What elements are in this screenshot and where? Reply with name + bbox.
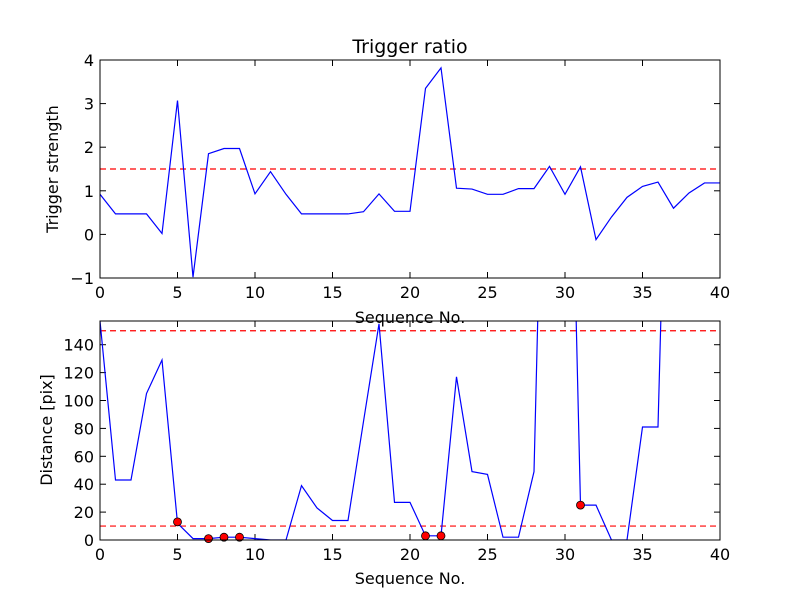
y-tick-label: 40: [74, 475, 94, 494]
y-axis-label: Distance [pix]: [37, 374, 56, 486]
x-tick-label: 10: [245, 283, 265, 302]
x-axis-label: Sequence No.: [355, 569, 466, 588]
plot-frame: [99, 59, 721, 279]
y-tick-label: 0: [84, 531, 94, 550]
trigger-markers: [173, 500, 585, 544]
threshold-lines: [100, 330, 720, 527]
x-tick-label: 15: [322, 283, 342, 302]
series-line: [100, 66, 720, 278]
y-tick-label: 20: [74, 503, 94, 522]
x-tick-label: 35: [632, 283, 652, 302]
chart-title: Trigger ratio: [351, 36, 467, 58]
y-tick-label: 0: [84, 225, 94, 244]
y-axis-label: Trigger strength: [43, 105, 62, 234]
x-tick-label: 5: [172, 283, 182, 302]
x-tick-label: 30: [555, 545, 575, 564]
x-tick-label: 15: [322, 545, 342, 564]
y-tick-label: 2: [84, 138, 94, 157]
trigger-marker: [576, 500, 585, 510]
trigger-marker: [173, 517, 182, 527]
x-tick-label: 30: [555, 283, 575, 302]
y-tick-label: 100: [63, 392, 94, 411]
trigger-marker: [219, 532, 229, 542]
x-tick-label: 10: [245, 545, 265, 564]
y-tick-label: 140: [63, 336, 94, 355]
distance-chart: 0 5 10 15 20 25 30 35 40 0 20 40 60 80 100 120 140 Seque…: [37, 320, 730, 588]
y-tick-label: 4: [84, 51, 94, 70]
trigger-marker: [204, 534, 213, 544]
x-tick-label: 35: [632, 545, 652, 564]
x-tick-label: 40: [710, 545, 730, 564]
x-tick-label: 0: [95, 283, 105, 302]
y-tick-label: 120: [63, 364, 94, 383]
y-tick-label: 60: [74, 447, 94, 466]
x-tick-label: 20: [400, 283, 420, 302]
x-tick-label: 5: [172, 545, 182, 564]
trigger-marker: [235, 532, 244, 542]
series: [100, 66, 720, 278]
series-line: [100, 321, 662, 540]
tick-labels: 0 5 10 15 20 25 30 35 40 0 20 40 60 80 100 120 140: [63, 336, 730, 564]
x-tick-label: 25: [477, 545, 497, 564]
trigger-marker: [421, 531, 430, 541]
series: [100, 321, 662, 540]
y-tick-label: −1: [70, 269, 94, 288]
plot-frame: [99, 320, 721, 541]
x-tick-label: 20: [400, 545, 420, 564]
y-tick-label: 3: [84, 95, 94, 114]
x-tick-label: 25: [477, 283, 497, 302]
x-axis-label: Sequence No.: [355, 308, 466, 327]
y-tick-label: 1: [84, 182, 94, 201]
y-tick-label: 80: [74, 419, 94, 438]
x-tick-label: 40: [710, 283, 730, 302]
trigger-marker: [436, 531, 446, 541]
x-tick-label: 0: [95, 545, 105, 564]
